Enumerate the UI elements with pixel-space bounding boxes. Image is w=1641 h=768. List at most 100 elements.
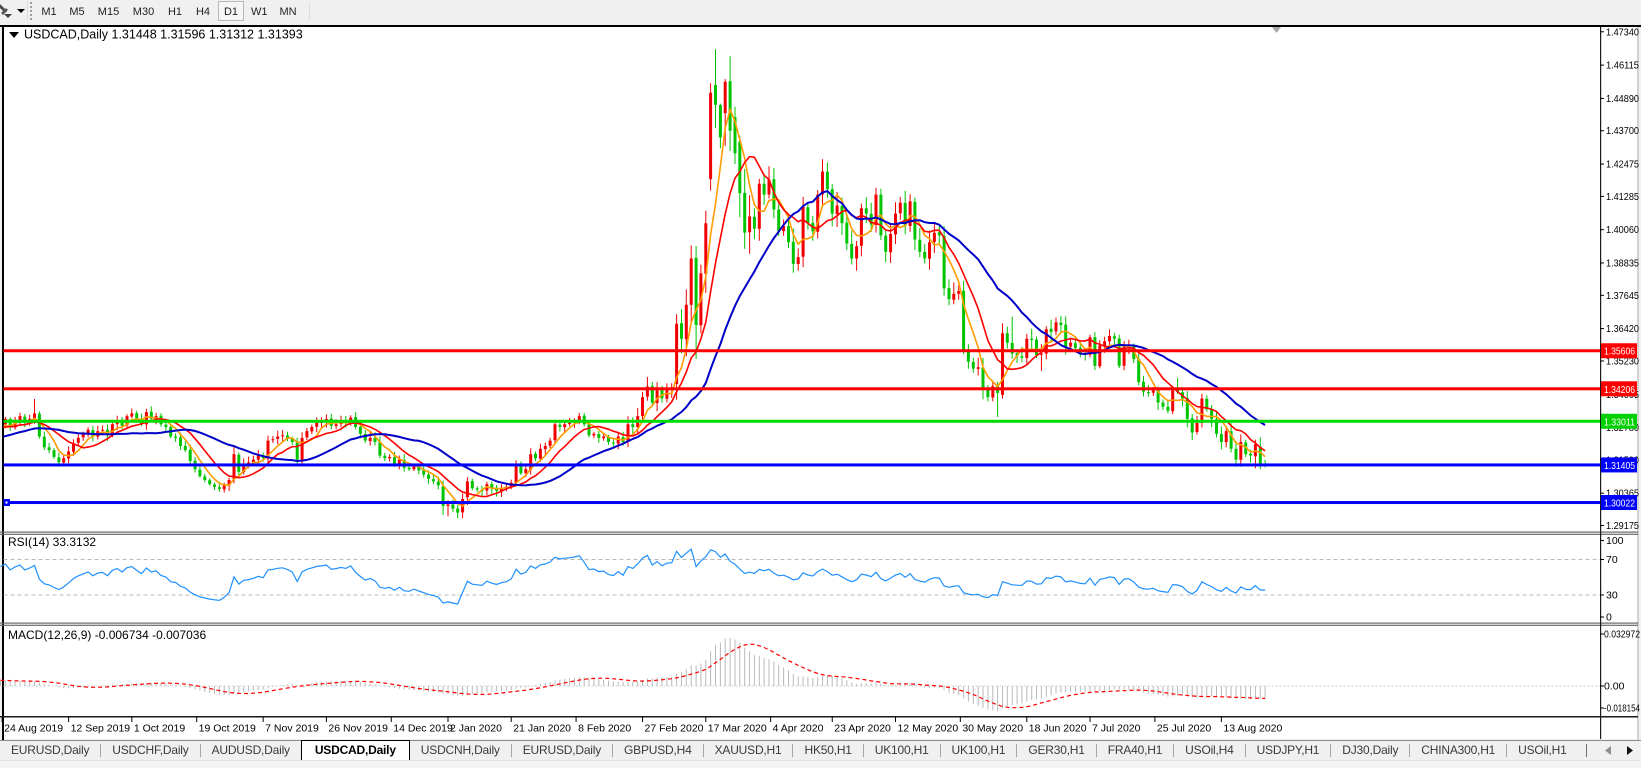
chart-tabbar: EURUSD,Daily USDCHF,Daily AUDUSD,Daily USDC… [0, 740, 1641, 760]
price-axis-label: 1.44890 [1606, 93, 1639, 105]
tab-separator [1409, 744, 1411, 757]
window-top-border [0, 25, 1641, 27]
left-arrow-icon [1605, 746, 1611, 755]
main-price-pane [3, 49, 1600, 519]
horizontal-line-1.35606 [3, 349, 1600, 353]
tab-separator [1244, 744, 1246, 757]
macd-scale-label: -0.018154 [1604, 703, 1640, 715]
toolbar-grip[interactable] [27, 2, 32, 20]
tab-separator [1330, 744, 1332, 757]
window-right-border [1637, 27, 1639, 740]
timeframe-button-M1[interactable]: M1 [41, 6, 57, 18]
chart-tab-USDJPY-H1[interactable]: USDJPY,H1 [1256, 743, 1320, 757]
chart-tab-USDCAD-Daily[interactable]: USDCAD,Daily [300, 740, 410, 760]
macd-bottom-border [0, 716, 1638, 718]
tab-separator [100, 744, 102, 757]
rsi-pane [0, 547, 1600, 605]
timeframe-button-M5[interactable]: M5 [69, 6, 85, 18]
chart-tab-GBPUSD-H4[interactable]: GBPUSD,H4 [624, 743, 692, 757]
chart-tab-UK100-H1[interactable]: UK100,H1 [951, 743, 1006, 757]
price-axis-label: 1.36420 [1606, 323, 1639, 335]
price-axis-label: 1.42475 [1606, 159, 1639, 171]
chart-client-area [3, 27, 1637, 739]
chart-tab-EURUSD-Daily[interactable]: EURUSD,Daily [522, 743, 602, 757]
timeframe-button-W1[interactable]: W1 [251, 6, 268, 18]
price-axis-label: 1.40060 [1606, 224, 1639, 236]
time-axis-label: 27 Feb 2020 [645, 723, 704, 735]
price-badge-text: 1.33011 [1604, 416, 1635, 428]
chart-shift-marker [1272, 27, 1281, 33]
window-left-border [2, 25, 4, 740]
time-axis: 24 Aug 2019 12 Sep 2019 1 Oct 2019 19 Oct 2… [1, 717, 1282, 735]
rsi-scale-label: 100 [1606, 535, 1624, 547]
timeframe-button-M30[interactable]: M30 [132, 6, 155, 18]
timeframe-button-M15[interactable]: M15 [97, 6, 120, 18]
tabbar-scroll-controls [1586, 741, 1641, 760]
price-badge-text: 1.34206 [1604, 384, 1635, 396]
timeframe-button-D1[interactable]: D1 [218, 1, 244, 21]
moving-average-25 [3, 189, 1266, 487]
rsi-scale-label: 70 [1606, 554, 1618, 566]
chart-tab-UK100-H1[interactable]: UK100,H1 [874, 743, 929, 757]
chart-tab-USDCHF-Daily[interactable]: USDCHF,Daily [112, 743, 189, 757]
rsi-macd-separator [0, 622, 1638, 624]
price-axis-label: 1.35230 [1606, 355, 1639, 367]
tab-separator [1016, 744, 1018, 757]
timeframe-buttons: M1 M5 M15 M30 H1 H4 D1 W1 MN [35, 1, 303, 21]
chart-tab-EURUSD-Daily[interactable]: EURUSD,Daily [11, 743, 90, 757]
rsi-line [0, 547, 1266, 605]
macd-scale-label: 0.032972 [1604, 629, 1640, 641]
time-axis-label: 12 Sep 2019 [71, 723, 131, 735]
crosshair-icon-part2 [1, 8, 8, 15]
chart-tab-AUDUSD-Daily[interactable]: AUDUSD,Daily [211, 743, 290, 757]
time-axis-label: 14 Dec 2019 [393, 723, 453, 735]
tab-separator [199, 744, 201, 757]
price-badge-1.30022: 1.30022 [1601, 495, 1637, 511]
tabbar-separator [1586, 744, 1587, 757]
price-badge-1.35606: 1.35606 [1601, 343, 1637, 359]
horizontal-line-1.34206 [3, 387, 1600, 391]
line-studies-icon[interactable] [0, 1, 25, 21]
timeframe-button-H1[interactable]: H1 [167, 6, 183, 18]
left-arrow-shape [1605, 746, 1611, 755]
price-axis: 1.47340 1.46115 1.44890 1.43700 1.42475 1.412… [1600, 26, 1640, 739]
price-axis-label: 1.41285 [1606, 191, 1639, 203]
chart-window[interactable]: 1.47340 1.46115 1.44890 1.43700 1.42475 1.412… [0, 23, 1641, 740]
rsi-scale-label: 30 [1606, 590, 1618, 602]
timeframe-button-MN[interactable]: MN [279, 6, 297, 18]
tab-separator [510, 744, 512, 757]
chart-tab-USOil-H1[interactable]: USOil,H1 [1518, 743, 1567, 757]
chart-tab-GER30-H1[interactable]: GER30,H1 [1028, 743, 1085, 757]
chart-tab-XAUUSD-H1[interactable]: XAUUSD,H1 [714, 743, 782, 757]
rsi-macd-separator-2 [0, 624, 1638, 626]
tabs-scroll-left-button[interactable] [1597, 743, 1619, 759]
chart-canvas[interactable]: 1.47340 1.46115 1.44890 1.43700 1.42475 1.412… [0, 23, 1641, 740]
rsi-scale-label: 0 [1606, 612, 1612, 624]
window-bottom-strip [0, 760, 1641, 768]
right-arrow-icon [1627, 746, 1633, 755]
time-axis-label: 24 Aug 2019 [4, 723, 63, 735]
chart-tab-USOil-H4[interactable]: USOil,H4 [1185, 743, 1234, 757]
chart-tab-FRA40-H1[interactable]: FRA40,H1 [1107, 743, 1163, 757]
time-axis-label: 19 Oct 2019 [199, 723, 256, 735]
tabs-scroll-right-button[interactable] [1619, 743, 1641, 759]
hline-anchor-handle-center [5, 501, 8, 504]
price-axis-label: 1.37645 [1606, 290, 1639, 302]
price-badge-bg [1601, 381, 1637, 397]
price-badge-text: 1.35606 [1604, 346, 1635, 358]
line-studies-icon-svg [0, 4, 25, 18]
chart-tab-HK50-H1[interactable]: HK50,H1 [804, 743, 852, 757]
chart-tab-DJ30-Daily[interactable]: DJ30,Daily [1342, 743, 1399, 757]
horizontal-line-1.31405 [3, 463, 1600, 467]
tab-separator [862, 744, 864, 757]
timeframe-button-H4[interactable]: H4 [195, 6, 211, 18]
tab-separator [792, 744, 794, 757]
time-axis-label: 7 Jul 2020 [1092, 723, 1141, 735]
time-axis-label: 7 Nov 2019 [265, 723, 319, 735]
chart-tab-USDCNH-Daily[interactable]: USDCNH,Daily [420, 743, 500, 757]
price-badge-text: 1.30022 [1604, 498, 1635, 510]
chart-title-ohlc: USDCAD,Daily 1.31448 1.31596 1.31312 1.3… [24, 28, 303, 42]
chart-tab-CHINA300-H1[interactable]: CHINA300,H1 [1421, 743, 1496, 757]
price-axis-label: 1.47340 [1606, 26, 1639, 38]
time-axis-label: 21 Jan 2020 [513, 723, 571, 735]
